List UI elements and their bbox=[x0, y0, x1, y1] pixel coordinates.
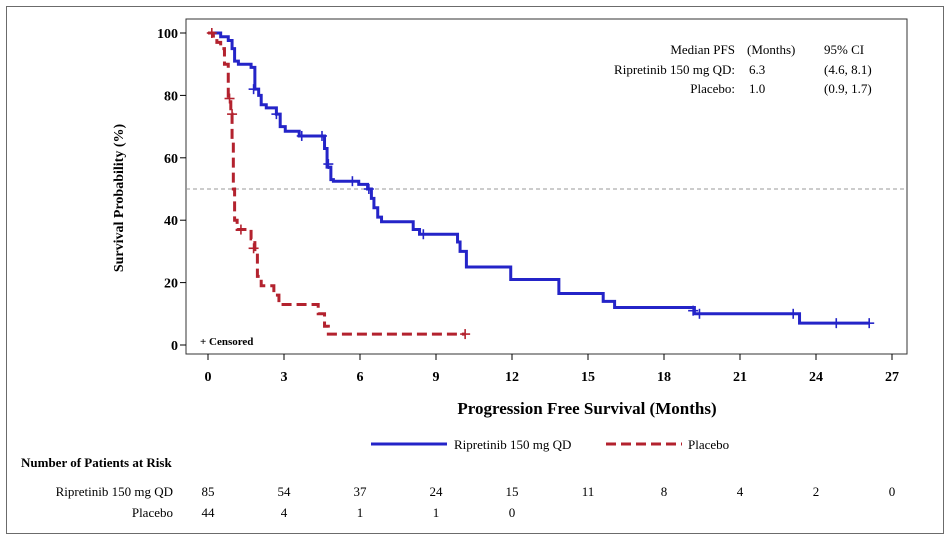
censor-mark bbox=[248, 84, 259, 95]
y-tick-label: 100 bbox=[157, 27, 178, 42]
survival-curves bbox=[206, 28, 875, 340]
censor-mark bbox=[323, 159, 334, 170]
series-line-1 bbox=[208, 31, 466, 336]
x-axis-title: Progression Free Survival (Months) bbox=[457, 399, 716, 418]
stats-row-median: 6.3 bbox=[749, 62, 765, 77]
x-tick-label: 24 bbox=[809, 370, 823, 385]
at-risk-count: 37 bbox=[354, 484, 368, 499]
x-tick-label: 12 bbox=[505, 370, 519, 385]
stats-row-label: Ripretinib 150 mg QD: bbox=[614, 62, 735, 77]
y-tick-label: 20 bbox=[164, 277, 178, 292]
censor-mark bbox=[347, 176, 358, 187]
legend-label-ripretinib: Ripretinib 150 mg QD bbox=[454, 437, 571, 452]
at-risk-count: 15 bbox=[506, 484, 519, 499]
y-axis: 0 20 40 60 80 100 bbox=[157, 27, 186, 354]
at-risk-count: 0 bbox=[509, 505, 516, 520]
plot-area bbox=[185, 18, 908, 355]
censor-mark bbox=[460, 329, 471, 340]
at-risk-title: Number of Patients at Risk bbox=[21, 455, 172, 470]
x-tick-label: 6 bbox=[357, 370, 364, 385]
at-risk-count: 4 bbox=[737, 484, 744, 499]
at-risk-count: 4 bbox=[281, 505, 288, 520]
censor-mark bbox=[271, 109, 282, 120]
x-axis: 0 3 6 9 12 15 18 21 24 27 bbox=[205, 354, 899, 385]
legend-label-placebo: Placebo bbox=[688, 437, 729, 452]
figure-frame bbox=[6, 6, 944, 534]
censor-mark bbox=[788, 308, 799, 319]
at-risk-count: 8 bbox=[661, 484, 668, 499]
censor-mark bbox=[227, 109, 238, 120]
censor-mark bbox=[206, 28, 217, 38]
median-stats-table: Median PFS (Months) 95% CI Ripretinib 15… bbox=[614, 42, 872, 96]
censor-mark bbox=[248, 243, 259, 254]
censor-mark bbox=[688, 305, 699, 316]
legend: Ripretinib 150 mg QD Placebo bbox=[371, 437, 729, 452]
censor-mark bbox=[864, 318, 875, 329]
censor-mark bbox=[694, 308, 705, 319]
stats-header-ci: 95% CI bbox=[824, 42, 864, 57]
stats-row-label: Placebo: bbox=[690, 81, 735, 96]
censor-mark bbox=[363, 184, 374, 194]
at-risk-count: 0 bbox=[889, 484, 896, 499]
at-risk-count: 2 bbox=[813, 484, 820, 499]
stats-row-median: 1.0 bbox=[749, 81, 765, 96]
censor-mark bbox=[224, 93, 235, 104]
at-risk-count: 24 bbox=[430, 484, 444, 499]
censor-mark bbox=[317, 130, 327, 141]
x-tick-label: 3 bbox=[281, 370, 288, 385]
y-tick-label: 60 bbox=[164, 152, 178, 167]
x-tick-label: 9 bbox=[433, 370, 440, 385]
at-risk-row-label: Placebo bbox=[132, 505, 173, 520]
y-tick-label: 40 bbox=[164, 214, 178, 229]
at-risk-count: 54 bbox=[278, 484, 292, 499]
at-risk-count: 44 bbox=[202, 505, 216, 520]
x-tick-label: 18 bbox=[657, 370, 671, 385]
at-risk-row-label: Ripretinib 150 mg QD bbox=[56, 484, 173, 499]
x-tick-label: 0 bbox=[205, 370, 212, 385]
x-tick-label: 15 bbox=[581, 370, 595, 385]
censor-mark bbox=[418, 229, 429, 240]
y-tick-label: 0 bbox=[171, 339, 178, 354]
x-tick-label: 27 bbox=[885, 370, 899, 385]
at-risk-count: 11 bbox=[582, 484, 595, 499]
stats-row-ci: (0.9, 1.7) bbox=[824, 81, 872, 96]
y-tick-label: 80 bbox=[164, 89, 178, 104]
x-tick-label: 21 bbox=[733, 370, 747, 385]
at-risk-count: 1 bbox=[433, 505, 440, 520]
at-risk-count: 85 bbox=[202, 484, 215, 499]
at-risk-counts: 85 54 37 24 15 11 8 4 2 044 4 1 1 0 bbox=[202, 484, 896, 520]
censor-mark bbox=[296, 130, 307, 141]
at-risk-count: 1 bbox=[357, 505, 364, 520]
censor-mark bbox=[831, 318, 842, 329]
censored-note: + Censored bbox=[200, 336, 253, 348]
at-risk-table: Number of Patients at Risk Ripretinib 15… bbox=[21, 455, 895, 520]
stats-header-months: (Months) bbox=[747, 42, 795, 57]
stats-row-ci: (4.6, 8.1) bbox=[824, 62, 872, 77]
stats-header-median: Median PFS bbox=[670, 42, 735, 57]
censor-mark bbox=[235, 224, 246, 235]
series-line-0 bbox=[208, 31, 870, 325]
y-axis-title: Survival Probability (%) bbox=[112, 124, 127, 273]
